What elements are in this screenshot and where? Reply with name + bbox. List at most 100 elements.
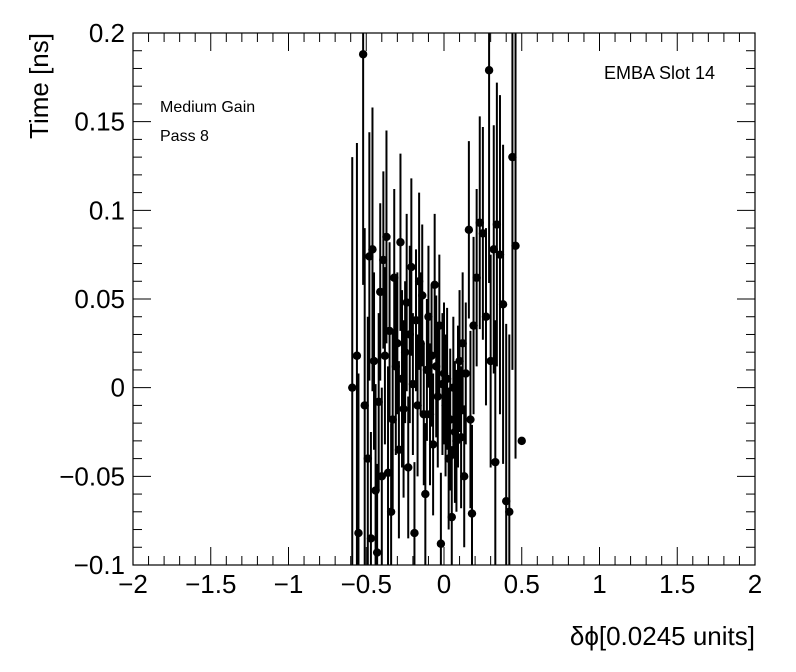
data-point <box>366 534 376 543</box>
x-tick-label: 2 <box>748 569 762 599</box>
data-point <box>517 436 526 446</box>
y-tick-label: 0.2 <box>89 18 125 48</box>
x-tick-label: −2 <box>118 569 148 599</box>
data-point <box>424 312 433 321</box>
x-tick-label: −1 <box>274 569 304 599</box>
data-point <box>458 339 467 348</box>
gain-label: Medium Gain <box>160 99 255 116</box>
data-point <box>495 250 505 259</box>
data-point <box>442 374 452 383</box>
data-point <box>418 291 427 300</box>
data-point <box>461 369 470 378</box>
x-axis-title: δϕ[0.0245 units] <box>570 621 755 651</box>
y-tick-label: −0.05 <box>59 461 125 491</box>
data-point <box>441 401 450 410</box>
data-point <box>475 218 484 227</box>
x-tick-label: 0 <box>437 569 451 599</box>
data-point <box>460 472 469 481</box>
y-tick-label: 0.05 <box>74 284 125 314</box>
data-point <box>472 273 481 282</box>
data-point <box>467 509 477 518</box>
data-point <box>433 392 442 401</box>
data-point <box>425 410 435 419</box>
y-tick-label: 0.1 <box>89 195 125 225</box>
data-point <box>405 330 414 339</box>
y-axis-title: Time [ns] <box>24 33 54 139</box>
data-point <box>372 548 382 557</box>
data-point <box>408 379 418 389</box>
data-point <box>511 241 520 250</box>
data-point <box>393 339 402 348</box>
data-point <box>414 277 424 286</box>
data-point <box>390 273 399 282</box>
data-point <box>444 454 453 463</box>
data-point <box>416 339 425 348</box>
data-point <box>502 496 511 506</box>
x-tick-label: −1.5 <box>185 569 236 599</box>
data-point <box>464 225 474 235</box>
data-point <box>481 312 491 321</box>
y-tick-label: 0 <box>111 373 125 403</box>
x-tick-label: 1 <box>592 569 606 599</box>
data-point <box>360 401 369 410</box>
data-point <box>377 472 386 481</box>
data-point <box>436 539 446 548</box>
data-point <box>402 298 411 307</box>
x-tick-label: 0.5 <box>504 569 540 599</box>
data-point <box>435 321 444 330</box>
data-point <box>469 321 478 330</box>
data-point <box>449 383 458 392</box>
data-point <box>427 351 436 360</box>
data-point <box>348 383 357 392</box>
data-point <box>358 50 368 59</box>
data-point <box>388 415 397 424</box>
data-point <box>450 427 460 437</box>
data-points <box>348 50 526 557</box>
data-point <box>422 365 432 375</box>
data-point <box>456 433 466 442</box>
data-point <box>410 528 419 538</box>
data-point <box>419 410 428 419</box>
data-point <box>478 229 488 238</box>
data-point <box>400 348 410 357</box>
data-point <box>492 220 502 229</box>
data-point <box>376 287 385 297</box>
data-point <box>489 245 498 254</box>
data-point <box>407 262 416 272</box>
data-point <box>399 404 408 414</box>
data-point <box>374 397 383 407</box>
data-point <box>382 232 391 242</box>
data-point <box>383 468 393 477</box>
tick-labels: −2 −1.5 −1 −0.5 0 0.5 1 1.5 2 −0.1 −0.05 0 0.05 0.1 0.… <box>59 18 762 599</box>
data-point <box>371 486 380 495</box>
data-point <box>455 356 464 366</box>
data-point <box>432 362 441 371</box>
data-point <box>354 528 363 538</box>
data-point <box>368 245 377 254</box>
data-point <box>365 252 374 261</box>
data-point <box>498 300 508 309</box>
data-point <box>428 440 438 449</box>
data-point <box>505 507 514 516</box>
y-tick-label: 0.15 <box>74 107 125 137</box>
axis-ticks <box>132 32 756 566</box>
slot-label: EMBA Slot 14 <box>604 63 715 83</box>
data-point <box>379 255 388 265</box>
data-point <box>453 392 463 401</box>
data-point <box>397 374 407 383</box>
data-point <box>446 415 455 424</box>
x-tick-label: −0.5 <box>341 569 392 599</box>
y-tick-label: −0.1 <box>74 550 125 580</box>
data-point <box>421 489 430 499</box>
data-point <box>396 238 405 247</box>
data-point <box>466 415 475 424</box>
data-point <box>411 316 421 325</box>
data-point <box>352 351 362 360</box>
data-point <box>391 362 400 371</box>
data-point <box>486 356 495 366</box>
data-point <box>386 507 396 516</box>
data-point <box>394 445 404 454</box>
data-point <box>447 512 456 522</box>
pass-label: Pass 8 <box>160 128 209 145</box>
